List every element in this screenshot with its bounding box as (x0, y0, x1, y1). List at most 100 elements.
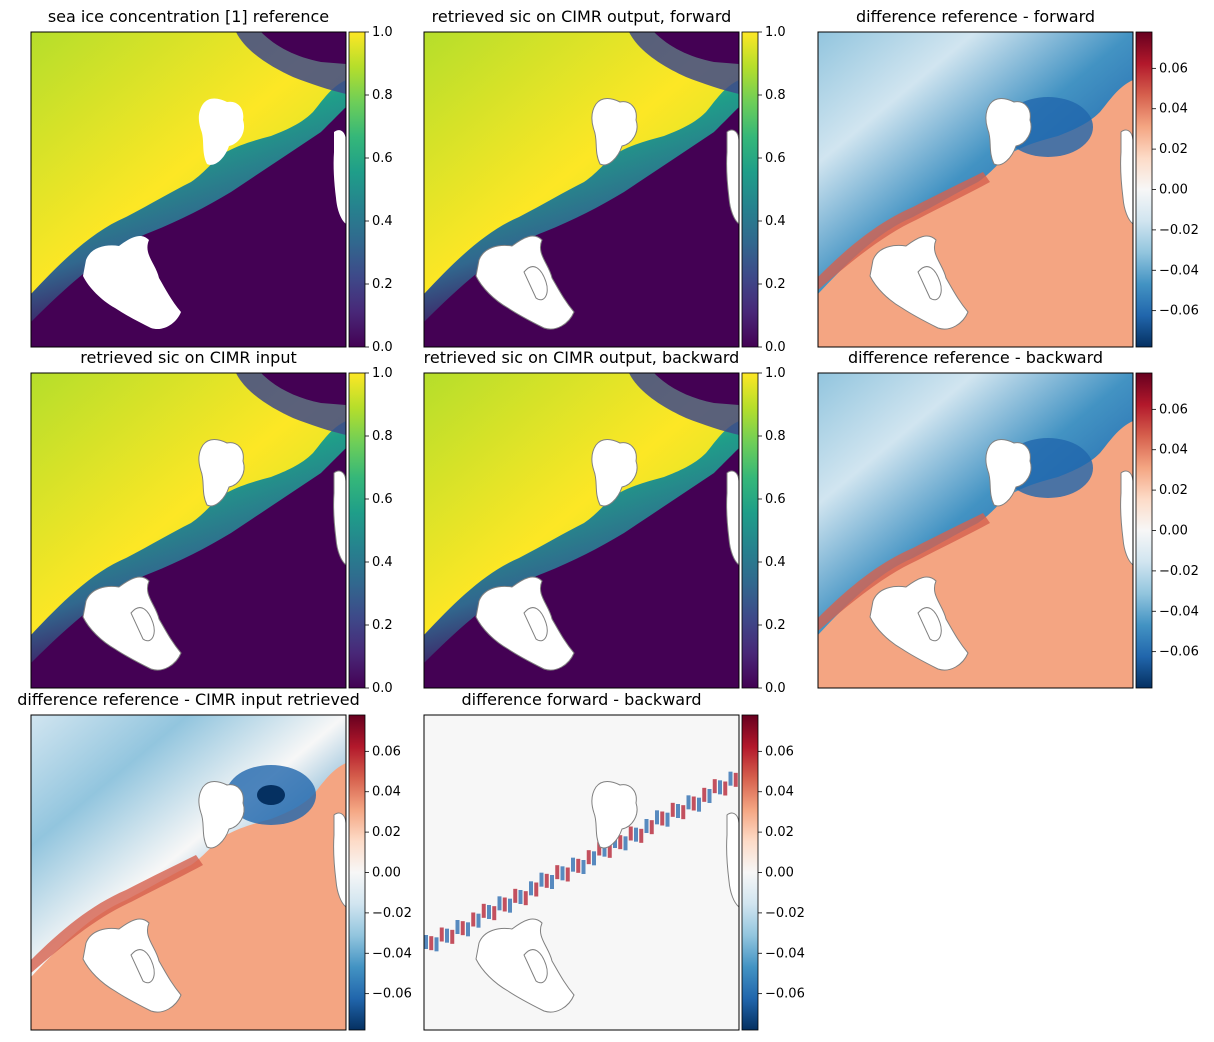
franz-josef-land (198, 439, 245, 507)
svalbard-land (83, 235, 181, 330)
map-plot: 0.0 0.2 0.4 0.6 0.8 1.0 (30, 25, 393, 355)
novaya-zemlya-land (333, 812, 346, 908)
map-frame (423, 31, 740, 348)
novaya-zemlya-land (1120, 470, 1133, 566)
colorbar-tick-label: 0.00 (1159, 524, 1188, 539)
noise-mark (450, 929, 455, 944)
panel-title: difference reference - forward (855, 7, 1096, 26)
noise-mark (466, 922, 470, 937)
colorbar-tick-label: 0.6 (372, 492, 393, 507)
noise-mark (681, 805, 686, 820)
colorbar: −0.06 −0.04 −0.02 0.00 0.02 0.04 0.06 (741, 714, 805, 1031)
colorbar-tick-label: 0.00 (765, 866, 794, 881)
noise-mark (592, 851, 596, 866)
noise-mark (728, 771, 733, 786)
colorbar-tick-label: 1.0 (765, 25, 786, 40)
colorbar-tick-label: 0.0 (372, 340, 393, 355)
svalbard-east-land (130, 949, 155, 984)
noise-mark (502, 897, 507, 912)
colorbar-scale (741, 372, 759, 689)
colorbar-tick-label: 0.06 (1159, 402, 1188, 417)
noise-mark (702, 787, 707, 802)
colorbar-tick-label: 0.02 (1159, 483, 1188, 498)
colorbar-tick-label: 0.0 (372, 681, 393, 696)
map-plot: 0.0 0.2 0.4 0.6 0.8 1.0 (30, 366, 393, 696)
colorbar-tick-label: 0.2 (372, 277, 393, 292)
noise-mark (471, 912, 476, 927)
open-water-north (261, 373, 346, 405)
colorbar-tick-label: −0.02 (765, 906, 805, 921)
noise-mark (676, 804, 680, 818)
colorbar-scale (348, 714, 366, 1031)
noise-mark (723, 781, 728, 796)
colorbar-tick-label: 0.04 (1159, 102, 1188, 117)
novaya-zemlya-land (726, 470, 739, 566)
noise-mark (576, 858, 581, 873)
novaya-zemlya-land (726, 812, 739, 908)
svalbard-land (475, 235, 575, 330)
colorbar-tick-label: −0.04 (372, 946, 412, 961)
franz-josef-land (198, 98, 245, 165)
colorbar-tick-label: 1.0 (372, 366, 393, 381)
noise-mark (628, 826, 633, 841)
colorbar-tick-label: 0.06 (765, 744, 794, 759)
noise-mark (455, 920, 460, 934)
franz-josef-land (985, 98, 1032, 166)
colorbar-tick-label: 0.4 (372, 555, 393, 570)
open-water-north (654, 32, 739, 64)
colorbar-scale (741, 714, 759, 1031)
noise-mark (550, 875, 554, 889)
noise-mark (586, 850, 591, 865)
svalbard-east-land (917, 607, 942, 642)
novaya-zemlya-land (1120, 129, 1133, 225)
noise-mark (529, 881, 533, 896)
svalbard-east-land (523, 607, 548, 642)
noise-mark (560, 866, 565, 881)
pack-ice-region (424, 32, 739, 294)
colorbar-tick-label: 0.04 (765, 785, 794, 800)
map-frame (423, 714, 740, 1031)
edge-positive-band (31, 855, 203, 973)
colorbar-tick-label: 0.8 (372, 429, 393, 444)
franz-josef-land (591, 439, 638, 507)
noise-mark (544, 873, 549, 888)
colorbar-tick-label: −0.06 (1159, 304, 1199, 319)
svalbard-land (475, 918, 575, 1013)
colorbar-scale (348, 372, 366, 689)
colorbar-tick-label: 0.02 (1159, 142, 1188, 157)
map-plot: −0.06 −0.04 −0.02 0.00 0.02 0.04 0.06 (30, 714, 412, 1031)
noise-mark (476, 913, 481, 928)
noise-mark (565, 867, 570, 882)
noise-mark (602, 842, 607, 857)
edge-positive-band (818, 172, 990, 290)
noise-mark (513, 888, 518, 903)
noise-mark (539, 872, 544, 887)
noise-mark (534, 882, 539, 897)
colorbar: 0.0 0.2 0.4 0.6 0.8 1.0 (741, 366, 786, 696)
noise-mark (618, 835, 623, 850)
map-frame (30, 31, 347, 348)
franz-josef-land (591, 98, 638, 166)
colorbar-scale (741, 31, 759, 348)
colorbar-tick-label: 0.4 (372, 214, 393, 229)
map-frame (817, 31, 1134, 348)
pack-ice-region (424, 373, 739, 635)
franz-josef-land (591, 781, 638, 849)
colorbar-tick-label: 0.6 (765, 151, 786, 166)
colorbar-tick-label: 0.4 (765, 214, 786, 229)
colorbar-tick-label: 0.8 (765, 429, 786, 444)
noise-mark (707, 789, 712, 803)
noise-mark (523, 891, 528, 906)
noise-mark (607, 843, 612, 858)
noise-mark (481, 903, 486, 918)
svalbard-east-land (523, 266, 548, 301)
noise-mark (439, 927, 444, 942)
svalbard-land (869, 576, 969, 671)
noise-mark (497, 896, 502, 911)
map-plot: 0.0 0.2 0.4 0.6 0.8 1.0 (423, 366, 786, 696)
noise-mark (644, 819, 649, 833)
colorbar-tick-label: −0.02 (1159, 223, 1199, 238)
colorbar-tick-label: 0.4 (765, 555, 786, 570)
colorbar-tick-label: 0.0 (765, 340, 786, 355)
noise-mark (665, 812, 670, 827)
